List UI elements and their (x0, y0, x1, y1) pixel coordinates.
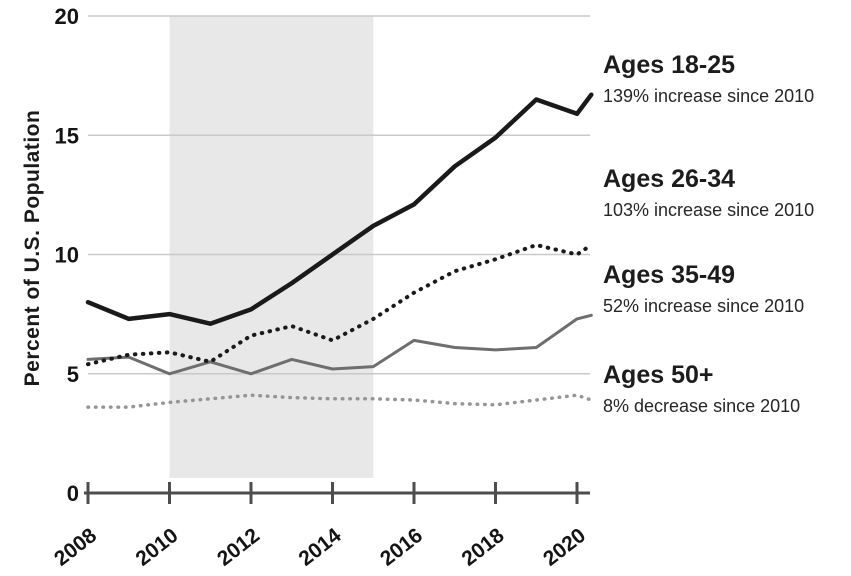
y-tick-label: 15 (55, 123, 79, 148)
x-tick-label: 2010 (132, 524, 183, 571)
series-line-ages-35-49 (86, 313, 593, 376)
y-axis-title: Percent of U.S. Population (21, 109, 44, 387)
x-tick-label: 2014 (295, 524, 346, 571)
y-tick-label: 20 (55, 4, 79, 29)
x-tick-label: 2012 (213, 524, 264, 571)
y-tick-label: 0 (67, 481, 79, 506)
series-line-ages-26-34 (86, 243, 594, 367)
y-tick-label: 5 (67, 362, 79, 387)
y-tick-label: 10 (55, 243, 79, 268)
x-tick-label: 2016 (376, 524, 427, 571)
x-tick-label: 2008 (50, 524, 101, 571)
x-tick-label: 2020 (539, 524, 590, 571)
series-line-ages-18-25 (85, 92, 594, 326)
x-tick-label: 2018 (458, 524, 509, 571)
series-line-ages-50- (86, 393, 594, 409)
